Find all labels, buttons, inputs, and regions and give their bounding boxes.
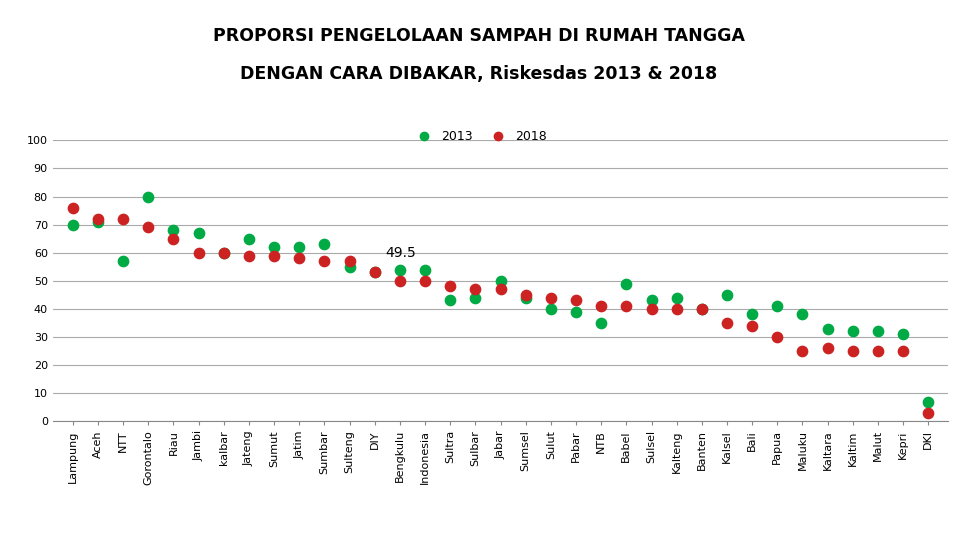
Point bbox=[744, 321, 760, 330]
Point bbox=[266, 243, 282, 252]
Point bbox=[896, 347, 911, 355]
Point bbox=[669, 293, 684, 302]
Point bbox=[241, 251, 257, 260]
Point bbox=[568, 307, 583, 316]
Point bbox=[65, 204, 80, 212]
Point bbox=[744, 310, 760, 319]
Point bbox=[418, 276, 433, 285]
Point bbox=[543, 305, 559, 313]
Point bbox=[367, 268, 382, 276]
Point bbox=[217, 248, 232, 257]
Point bbox=[443, 296, 458, 305]
Point bbox=[367, 268, 382, 276]
Point bbox=[116, 215, 131, 224]
Point bbox=[769, 302, 785, 310]
Point bbox=[820, 344, 835, 353]
Point bbox=[418, 265, 433, 274]
Point bbox=[669, 305, 684, 313]
Point bbox=[392, 276, 407, 285]
Point bbox=[719, 291, 735, 299]
Point bbox=[291, 254, 307, 262]
Point bbox=[921, 408, 936, 417]
Text: 49.5: 49.5 bbox=[385, 246, 416, 260]
Point bbox=[65, 220, 80, 229]
Point bbox=[492, 276, 508, 285]
Point bbox=[644, 305, 659, 313]
Point bbox=[266, 251, 282, 260]
Point bbox=[191, 229, 206, 238]
Point bbox=[241, 234, 257, 243]
Point bbox=[217, 248, 232, 257]
Point bbox=[695, 305, 710, 313]
Point bbox=[291, 243, 307, 252]
Text: DENGAN CARA DIBAKAR, Riskesdas 2013 & 2018: DENGAN CARA DIBAKAR, Riskesdas 2013 & 20… bbox=[240, 65, 718, 83]
Point bbox=[492, 285, 508, 294]
Point bbox=[90, 215, 105, 224]
Point bbox=[543, 293, 559, 302]
Point bbox=[719, 319, 735, 327]
Point bbox=[795, 310, 810, 319]
Point bbox=[695, 305, 710, 313]
Point bbox=[594, 319, 609, 327]
Point bbox=[921, 397, 936, 406]
Point bbox=[166, 234, 181, 243]
Point bbox=[518, 291, 534, 299]
Point bbox=[518, 293, 534, 302]
Point bbox=[896, 330, 911, 339]
Text: PROPORSI PENGELOLAAN SAMPAH DI RUMAH TANGGA: PROPORSI PENGELOLAAN SAMPAH DI RUMAH TAN… bbox=[213, 27, 745, 45]
Point bbox=[468, 285, 483, 294]
Point bbox=[619, 302, 634, 310]
Point bbox=[317, 257, 332, 266]
Point bbox=[870, 327, 885, 336]
Point bbox=[317, 240, 332, 248]
Legend: 2013, 2018: 2013, 2018 bbox=[406, 125, 552, 148]
Point bbox=[342, 257, 357, 266]
Point bbox=[568, 296, 583, 305]
Point bbox=[90, 218, 105, 226]
Point bbox=[443, 282, 458, 291]
Point bbox=[191, 248, 206, 257]
Point bbox=[468, 293, 483, 302]
Point bbox=[594, 302, 609, 310]
Point bbox=[392, 265, 407, 274]
Point bbox=[644, 296, 659, 305]
Point bbox=[166, 226, 181, 234]
Point bbox=[870, 347, 885, 355]
Point bbox=[795, 347, 810, 355]
Point bbox=[820, 324, 835, 333]
Point bbox=[845, 327, 860, 336]
Point bbox=[619, 279, 634, 288]
Point bbox=[769, 333, 785, 341]
Point bbox=[141, 223, 156, 232]
Point bbox=[141, 192, 156, 201]
Point bbox=[845, 347, 860, 355]
Point bbox=[116, 257, 131, 266]
Point bbox=[342, 262, 357, 271]
